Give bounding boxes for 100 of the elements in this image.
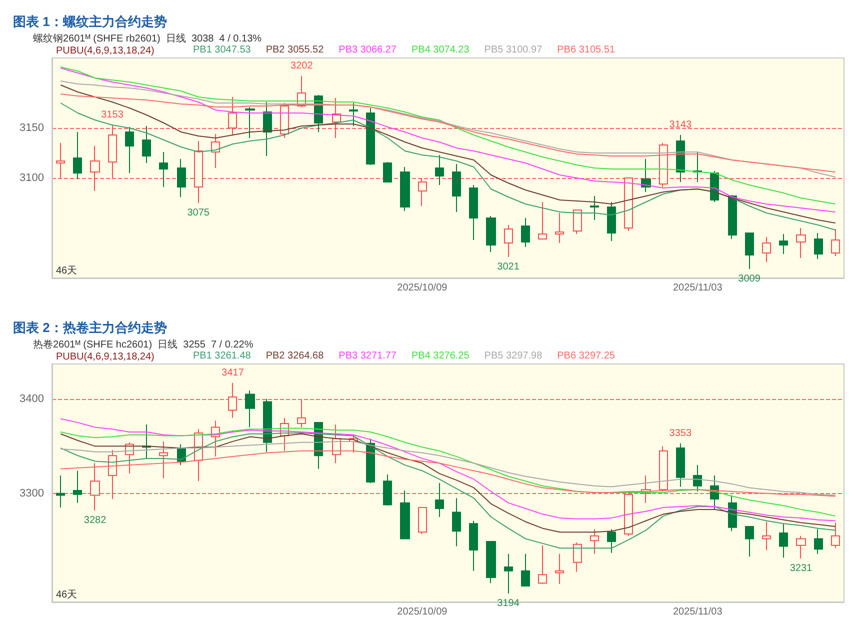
candlestick <box>73 470 82 504</box>
candlestick <box>159 152 168 188</box>
text: PB1 3261.48 <box>193 350 252 362</box>
candlestick <box>245 106 255 138</box>
candlestick <box>590 196 599 220</box>
candlestick <box>177 158 186 198</box>
text: PB2 3055.52 <box>266 44 324 56</box>
annotation: 3353 <box>669 428 692 439</box>
candlestick <box>469 520 478 572</box>
candlestick <box>504 224 513 258</box>
candlestick <box>400 490 410 540</box>
candlestick <box>693 464 702 492</box>
candlestick <box>779 234 788 254</box>
candlestick <box>56 474 65 508</box>
candlestick <box>56 142 65 178</box>
y-tick-label: 3150 <box>20 122 44 134</box>
candlestick <box>108 124 117 178</box>
candlestick <box>366 108 375 166</box>
text: PB4 3074.23 <box>411 44 470 56</box>
candlestick <box>504 553 513 594</box>
candlestick <box>263 398 272 452</box>
line-series <box>60 440 836 496</box>
annotation: 3231 <box>790 563 813 574</box>
candlestick <box>349 102 358 126</box>
candlestick <box>538 202 547 240</box>
candlestick <box>676 442 685 488</box>
candlestick <box>125 126 134 174</box>
candlestick <box>108 449 117 500</box>
line-series <box>60 102 836 230</box>
candlestick <box>607 202 616 242</box>
candlestick <box>814 528 823 554</box>
candlestick <box>573 542 582 572</box>
candlestick <box>796 535 806 560</box>
candlestick <box>831 228 840 256</box>
x-tick-label: 2025/11/03 <box>672 606 723 618</box>
candlestick <box>73 132 82 180</box>
candlestick <box>228 382 237 418</box>
candlestick <box>366 438 375 484</box>
y-tick-label: 3400 <box>20 392 44 405</box>
candlestick <box>521 218 530 248</box>
candlestick <box>486 216 496 252</box>
candlestick <box>452 164 461 212</box>
annotation: 3153 <box>101 110 124 120</box>
chart-subtitle: 热卷2601ᴹ (SHFE hc2601) 日线 3255 7 / 0.22% <box>33 338 254 350</box>
candlestick <box>659 142 668 188</box>
annotation: 46天 <box>56 590 78 600</box>
candlestick <box>728 194 737 240</box>
candlestick <box>228 96 237 136</box>
candlestick <box>555 553 564 585</box>
candlestick <box>452 498 461 547</box>
candlestick <box>745 232 754 270</box>
text: PB6 3297.25 <box>557 350 616 362</box>
candlestick <box>762 521 771 551</box>
annotation: 3282 <box>84 514 107 526</box>
candlestick <box>280 102 289 138</box>
candlestick <box>400 166 410 212</box>
text: PB5 3100.97 <box>484 44 543 56</box>
candlestick <box>573 210 582 234</box>
text: PB2 3264.68 <box>266 350 324 362</box>
candlestick <box>796 228 806 258</box>
annotation: 46天 <box>56 266 78 276</box>
candlestick <box>486 541 496 584</box>
y-tick-label: 3300 <box>20 487 44 500</box>
annotation: 3075 <box>187 208 210 218</box>
candlestick <box>177 444 186 466</box>
candlestick <box>676 134 685 182</box>
candlestick <box>383 474 392 506</box>
candlestick <box>194 140 203 204</box>
annotation: 3202 <box>290 60 314 72</box>
legend-title: PUBU(4,6,9,13,18,24) <box>56 46 154 56</box>
text: PB3 3066.27 <box>338 44 397 56</box>
candlestick <box>779 523 788 558</box>
candlestick <box>814 232 823 260</box>
candlestick <box>624 178 633 232</box>
y-tick-label: 3100 <box>20 172 44 184</box>
chart-title: 图表 1：螺纹主力合约走势 <box>13 14 167 29</box>
candlestick <box>383 162 392 182</box>
candlestick <box>90 146 100 192</box>
candlestick <box>142 126 151 164</box>
line-series <box>60 84 836 224</box>
candlestick <box>418 507 427 534</box>
annotation: 3143 <box>669 120 692 130</box>
text: PB6 3105.51 <box>557 44 616 56</box>
text: PB5 3297.98 <box>484 350 543 362</box>
x-tick-label: 2025/10/09 <box>397 606 448 618</box>
candlestick <box>90 462 100 511</box>
candlestick <box>745 526 754 558</box>
candlestick <box>659 446 668 492</box>
candlestick <box>245 390 255 428</box>
x-tick-label: 2025/11/03 <box>672 282 723 294</box>
text: PB4 3276.25 <box>411 350 470 362</box>
candlestick <box>538 544 547 585</box>
annotation: 3021 <box>497 262 520 272</box>
annotation: 3009 <box>738 274 761 284</box>
candlestick <box>762 236 771 262</box>
candlestick <box>469 184 478 240</box>
text: PB3 3271.77 <box>338 350 397 362</box>
candlestick <box>831 522 840 549</box>
candlestick <box>590 528 599 554</box>
candlestick <box>607 528 616 554</box>
